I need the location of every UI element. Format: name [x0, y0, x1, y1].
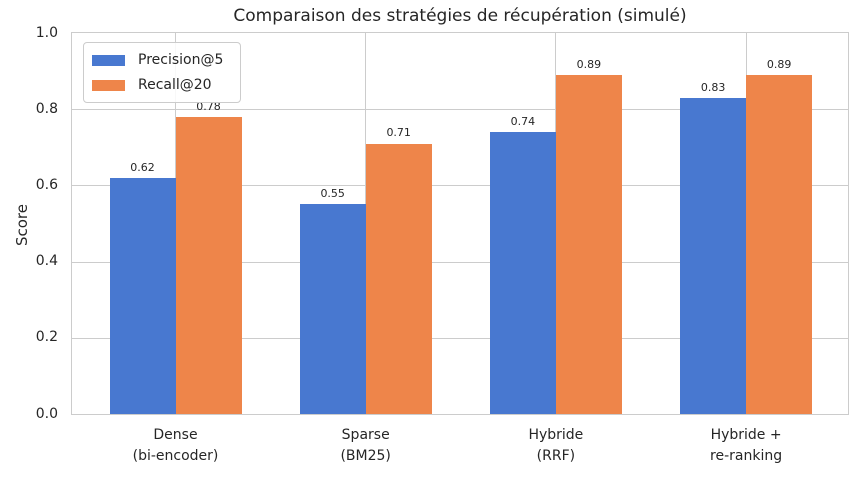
bar-value-label: 0.89 — [576, 57, 602, 71]
x-tick-label: Hybride (RRF) — [528, 427, 584, 464]
x-tick-label: Sparse (BM25) — [340, 427, 391, 464]
bar-value-label: 0.78 — [196, 99, 221, 113]
y-tick-label: 0.6 — [35, 176, 58, 193]
legend-swatch — [92, 79, 125, 91]
legend: Precision@5 Recall@20 — [83, 42, 242, 103]
y-axis-label: Score — [13, 204, 31, 247]
bar-precision-5 — [109, 177, 176, 414]
x-tick-label: Hybride + re-ranking — [710, 427, 783, 464]
bar-precision-5 — [299, 204, 366, 414]
y-tick-label: 1.0 — [35, 24, 58, 41]
chart-title: Comparaison des stratégies de récupérati… — [233, 6, 687, 26]
bar-value-label: 0.71 — [386, 126, 411, 140]
bar-precision-5 — [489, 132, 556, 414]
legend-item: Recall@20 — [92, 76, 223, 94]
y-tick-label: 0.2 — [35, 329, 58, 346]
x-tick-label: Dense (bi-encoder) — [132, 427, 219, 464]
bar-recall-20 — [365, 143, 432, 414]
gridline-horizontal — [72, 337, 848, 339]
y-tick-label: 0.4 — [35, 253, 58, 270]
bar-value-label: 0.74 — [510, 115, 536, 129]
legend-label: Recall@20 — [138, 77, 212, 93]
plot-area: Precision@5 Recall@20 0.62 0.55 0.74 0.83 0.7… — [71, 32, 849, 415]
legend-swatch — [92, 54, 125, 66]
bar-value-label: 0.55 — [320, 187, 345, 201]
legend-item: Precision@5 — [92, 51, 223, 69]
bar-value-label: 0.89 — [766, 57, 792, 71]
legend-label: Precision@5 — [138, 52, 224, 68]
bar-precision-5 — [680, 97, 747, 414]
gridline-horizontal — [72, 261, 848, 263]
bar-recall-20 — [746, 74, 813, 414]
gridline-horizontal — [72, 185, 848, 187]
y-tick-label: 0.0 — [35, 405, 58, 422]
bar-recall-20 — [175, 116, 242, 414]
y-tick-label: 0.8 — [35, 100, 58, 117]
gridline-horizontal — [72, 109, 848, 111]
bar-value-label: 0.83 — [700, 80, 726, 94]
bar-value-label: 0.62 — [130, 160, 155, 174]
bar-recall-20 — [555, 74, 622, 414]
